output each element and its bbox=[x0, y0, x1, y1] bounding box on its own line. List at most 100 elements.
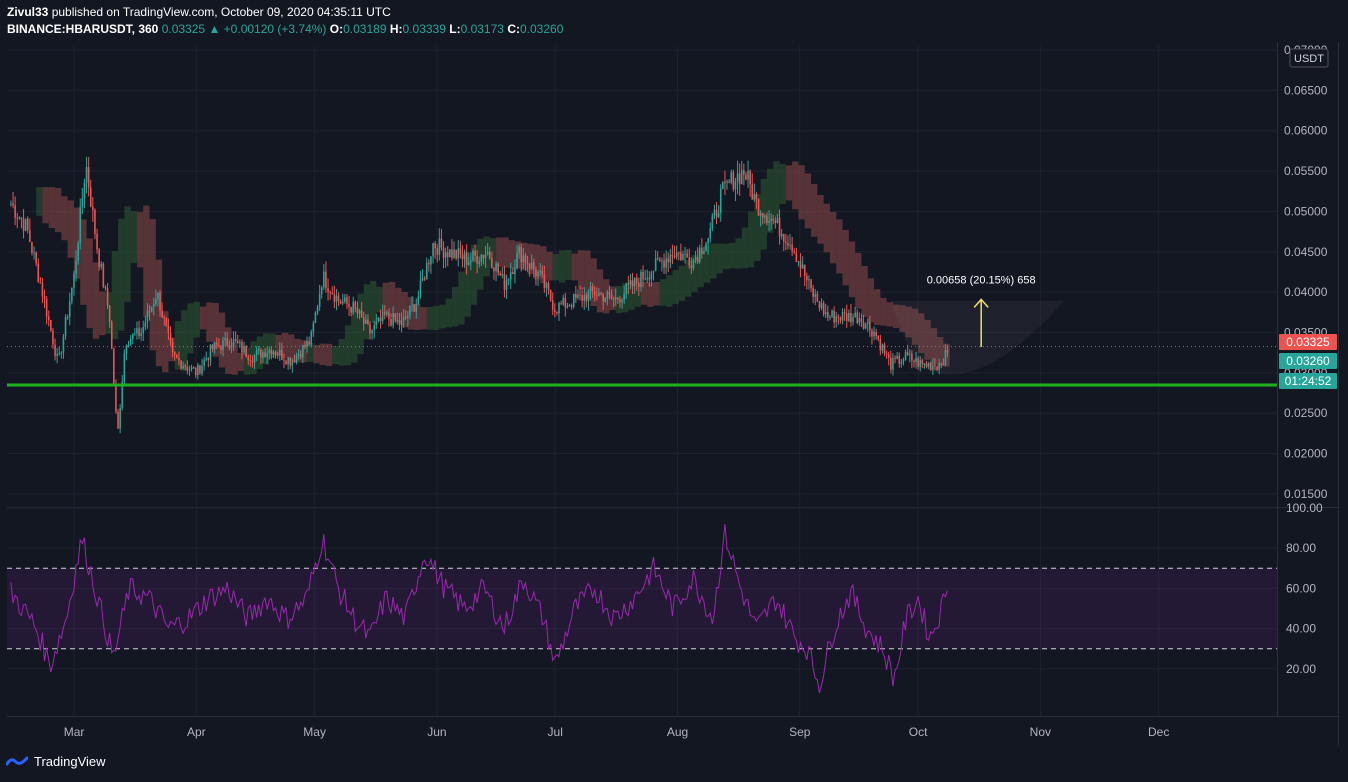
candle-body bbox=[793, 251, 796, 253]
candle-body bbox=[551, 300, 554, 310]
candle-body bbox=[455, 249, 457, 259]
candle-body bbox=[274, 351, 277, 355]
candle-body bbox=[377, 317, 380, 322]
countdown-tag bbox=[1279, 373, 1337, 389]
candle-body bbox=[808, 279, 810, 281]
candle-body bbox=[938, 363, 940, 370]
candle-body bbox=[484, 254, 487, 259]
candle-body bbox=[530, 262, 533, 269]
cloud-segment bbox=[514, 241, 522, 269]
candle-body bbox=[176, 354, 178, 358]
candle-body bbox=[476, 255, 478, 264]
candle-body bbox=[785, 241, 787, 244]
cloud-segment bbox=[937, 337, 944, 367]
candle-body bbox=[58, 353, 61, 355]
candle-body bbox=[829, 316, 831, 318]
candle-body bbox=[541, 270, 544, 275]
candle-body bbox=[495, 263, 497, 272]
candle-body bbox=[299, 354, 302, 358]
candle-body bbox=[465, 252, 468, 265]
candle-body bbox=[444, 252, 447, 258]
candle-body bbox=[745, 174, 747, 180]
candle-body bbox=[239, 342, 241, 344]
price-pane[interactable] bbox=[7, 46, 1277, 506]
cloud-segment bbox=[250, 341, 257, 375]
time-axis[interactable]: Mar Apr May Jun Jul Aug Sep Oct Nov Dec bbox=[64, 725, 1170, 739]
candle-body bbox=[142, 327, 145, 334]
candle-body bbox=[759, 212, 762, 216]
author-name[interactable]: Zivul33 bbox=[7, 5, 49, 19]
candle-body bbox=[428, 262, 430, 265]
candle-body bbox=[478, 261, 481, 264]
candle-body bbox=[144, 322, 147, 328]
countdown-tag-text: 01:24:52 bbox=[1285, 374, 1332, 388]
candle-body bbox=[892, 357, 894, 370]
cloud-segment bbox=[697, 250, 704, 288]
candle-body bbox=[543, 274, 546, 288]
cloud-segment bbox=[496, 237, 503, 267]
cloud-segment bbox=[798, 165, 805, 220]
open-label: O: bbox=[329, 22, 344, 36]
candle-body bbox=[604, 298, 607, 302]
candle-body bbox=[41, 283, 44, 297]
candle-body bbox=[163, 317, 166, 319]
candle-body bbox=[236, 341, 239, 344]
candle-body bbox=[486, 251, 489, 255]
candle-body bbox=[54, 344, 56, 356]
candle-body bbox=[709, 228, 712, 239]
candle-body bbox=[902, 359, 905, 362]
candle-body bbox=[518, 246, 520, 254]
candle-body bbox=[125, 345, 128, 354]
candle-body bbox=[724, 182, 726, 184]
cloud-segment bbox=[628, 282, 635, 310]
cloud-segment bbox=[874, 289, 881, 325]
candle-body bbox=[341, 301, 344, 304]
candle-body bbox=[562, 297, 565, 305]
candle-body bbox=[108, 305, 111, 322]
candle-body bbox=[585, 295, 588, 302]
cloud-segment bbox=[288, 334, 295, 361]
price-tick-label: 0.05000 bbox=[1284, 204, 1328, 218]
candle-body bbox=[316, 306, 319, 313]
candle-body bbox=[906, 351, 909, 355]
candle-body bbox=[182, 366, 184, 369]
candle-body bbox=[157, 292, 159, 299]
candle-body bbox=[434, 243, 436, 249]
time-tick-label: Oct bbox=[909, 725, 928, 739]
cloud-segment bbox=[943, 343, 950, 367]
candle-body bbox=[795, 252, 798, 262]
cloud-segment bbox=[357, 293, 364, 355]
cloud-segment bbox=[73, 207, 81, 279]
cloud-segment bbox=[218, 312, 226, 368]
rsi-line bbox=[10, 524, 948, 694]
candle-body bbox=[690, 265, 693, 268]
symbol-legend: BINANCE:HBARUSDT, 360 0.03325 ▲ +0.00120… bbox=[7, 22, 563, 36]
cloud-segment bbox=[855, 253, 862, 309]
cloud-segment bbox=[899, 305, 906, 332]
candle-body bbox=[656, 258, 659, 260]
candle-body bbox=[390, 318, 392, 326]
cloud-segment bbox=[533, 244, 541, 280]
candle-body bbox=[287, 357, 289, 365]
candle-body bbox=[738, 173, 741, 185]
tradingview-footer[interactable]: TradingView bbox=[6, 754, 106, 769]
candle-body bbox=[593, 291, 596, 295]
candle-body bbox=[318, 294, 321, 307]
candle-body bbox=[871, 330, 873, 337]
candle-body bbox=[799, 261, 802, 269]
symbol-name[interactable]: BINANCE:HBARUSDT, 360 bbox=[7, 22, 159, 36]
candle-body bbox=[545, 283, 548, 288]
candle-body bbox=[293, 360, 296, 363]
candle-body bbox=[537, 272, 539, 277]
candle-body bbox=[503, 274, 506, 290]
candle-body bbox=[383, 312, 386, 316]
candle-body bbox=[16, 217, 19, 219]
candle-body bbox=[638, 282, 640, 288]
candle-body bbox=[705, 243, 707, 252]
currency-box[interactable] bbox=[1289, 48, 1329, 68]
candle-body bbox=[533, 262, 535, 270]
cloud-segment bbox=[99, 291, 106, 336]
candle-body bbox=[47, 316, 50, 321]
candle-body bbox=[75, 260, 77, 274]
